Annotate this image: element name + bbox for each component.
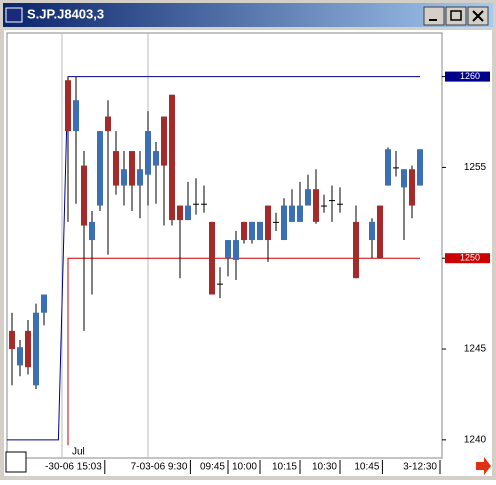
- candle-body: [97, 131, 103, 206]
- candle-body: [249, 221, 255, 241]
- candle-body: [329, 200, 335, 202]
- x-tick-label: 3-12:30: [403, 462, 437, 473]
- candle-body: [169, 94, 175, 221]
- y-tick-label: 1240: [464, 434, 487, 445]
- x-tick-label: 10:45: [354, 462, 379, 473]
- candle-body: [321, 205, 327, 207]
- candle-body: [265, 205, 271, 241]
- candle-body: [369, 221, 375, 241]
- candle-body: [129, 151, 135, 186]
- candle-body: [281, 205, 287, 241]
- y-tick-label: 1245: [464, 344, 487, 355]
- candle-body: [225, 240, 231, 259]
- candle-body: [153, 151, 159, 166]
- candle-body: [177, 205, 183, 221]
- candle-body: [377, 205, 383, 259]
- level-label-box: [445, 253, 490, 264]
- candle-body: [401, 169, 407, 188]
- chart-area: [4, 30, 492, 476]
- candle-body: [289, 205, 295, 222]
- candle-body: [113, 151, 119, 186]
- x-tick-label: 09:45: [200, 462, 225, 473]
- candle-body: [9, 330, 15, 350]
- annotation: Jul: [72, 447, 85, 458]
- level-label-box: [445, 71, 490, 82]
- candle-body: [353, 221, 359, 279]
- candle-body: [137, 169, 143, 186]
- candle-body: [33, 312, 39, 386]
- candle-body: [201, 203, 207, 205]
- candle-body: [409, 169, 415, 206]
- candle-body: [105, 116, 111, 132]
- candle-body: [65, 80, 71, 132]
- level-label: 1250: [460, 253, 480, 263]
- minimize-button[interactable]: [423, 6, 445, 26]
- level-line: [67, 257, 420, 446]
- candle-body: [241, 221, 247, 241]
- candle-body: [25, 330, 31, 368]
- candle-body: [185, 205, 191, 221]
- x-tick-label: -30-06 15:03: [45, 462, 102, 473]
- close-icon: [472, 10, 484, 22]
- candle-body: [121, 169, 127, 186]
- candle-body: [73, 100, 79, 132]
- candle-body: [393, 167, 399, 169]
- candle-body: [217, 283, 223, 285]
- corner-box: [5, 451, 27, 473]
- plot-frame: [6, 32, 443, 459]
- title-bar: [3, 3, 493, 27]
- candle-body: [41, 294, 47, 313]
- level-label: 1260: [460, 71, 480, 81]
- candle-body: [313, 189, 319, 222]
- candle-body: [337, 203, 343, 205]
- candle-body: [145, 131, 151, 175]
- candle-body: [193, 203, 199, 205]
- candle-body: [417, 149, 423, 186]
- candle-body: [385, 149, 391, 186]
- window-title: S.JP.J8403,3: [27, 6, 104, 21]
- candle-body: [17, 347, 23, 366]
- y-tick-label: 1255: [464, 162, 487, 173]
- x-tick-label: 7-03-06 9:30: [131, 462, 188, 473]
- x-tick-label: 10:30: [312, 462, 337, 473]
- candle-body: [161, 116, 167, 166]
- app-icon: [5, 7, 23, 23]
- candle-body: [305, 189, 311, 206]
- maximize-icon: [450, 10, 462, 21]
- level-line: [7, 76, 420, 441]
- candle-body: [81, 165, 87, 226]
- window-buttons[interactable]: [423, 6, 489, 26]
- candle-body: [233, 240, 239, 261]
- x-tick-label: 10:15: [272, 462, 297, 473]
- maximize-button[interactable]: [445, 6, 467, 26]
- candle-body: [209, 221, 215, 295]
- scroll-arrow[interactable]: [476, 457, 491, 475]
- candle-body: [257, 221, 263, 241]
- candle-body: [297, 205, 303, 222]
- candle-body: [273, 221, 279, 223]
- x-tick-label: 10:00: [232, 462, 257, 473]
- candle-body: [89, 221, 95, 241]
